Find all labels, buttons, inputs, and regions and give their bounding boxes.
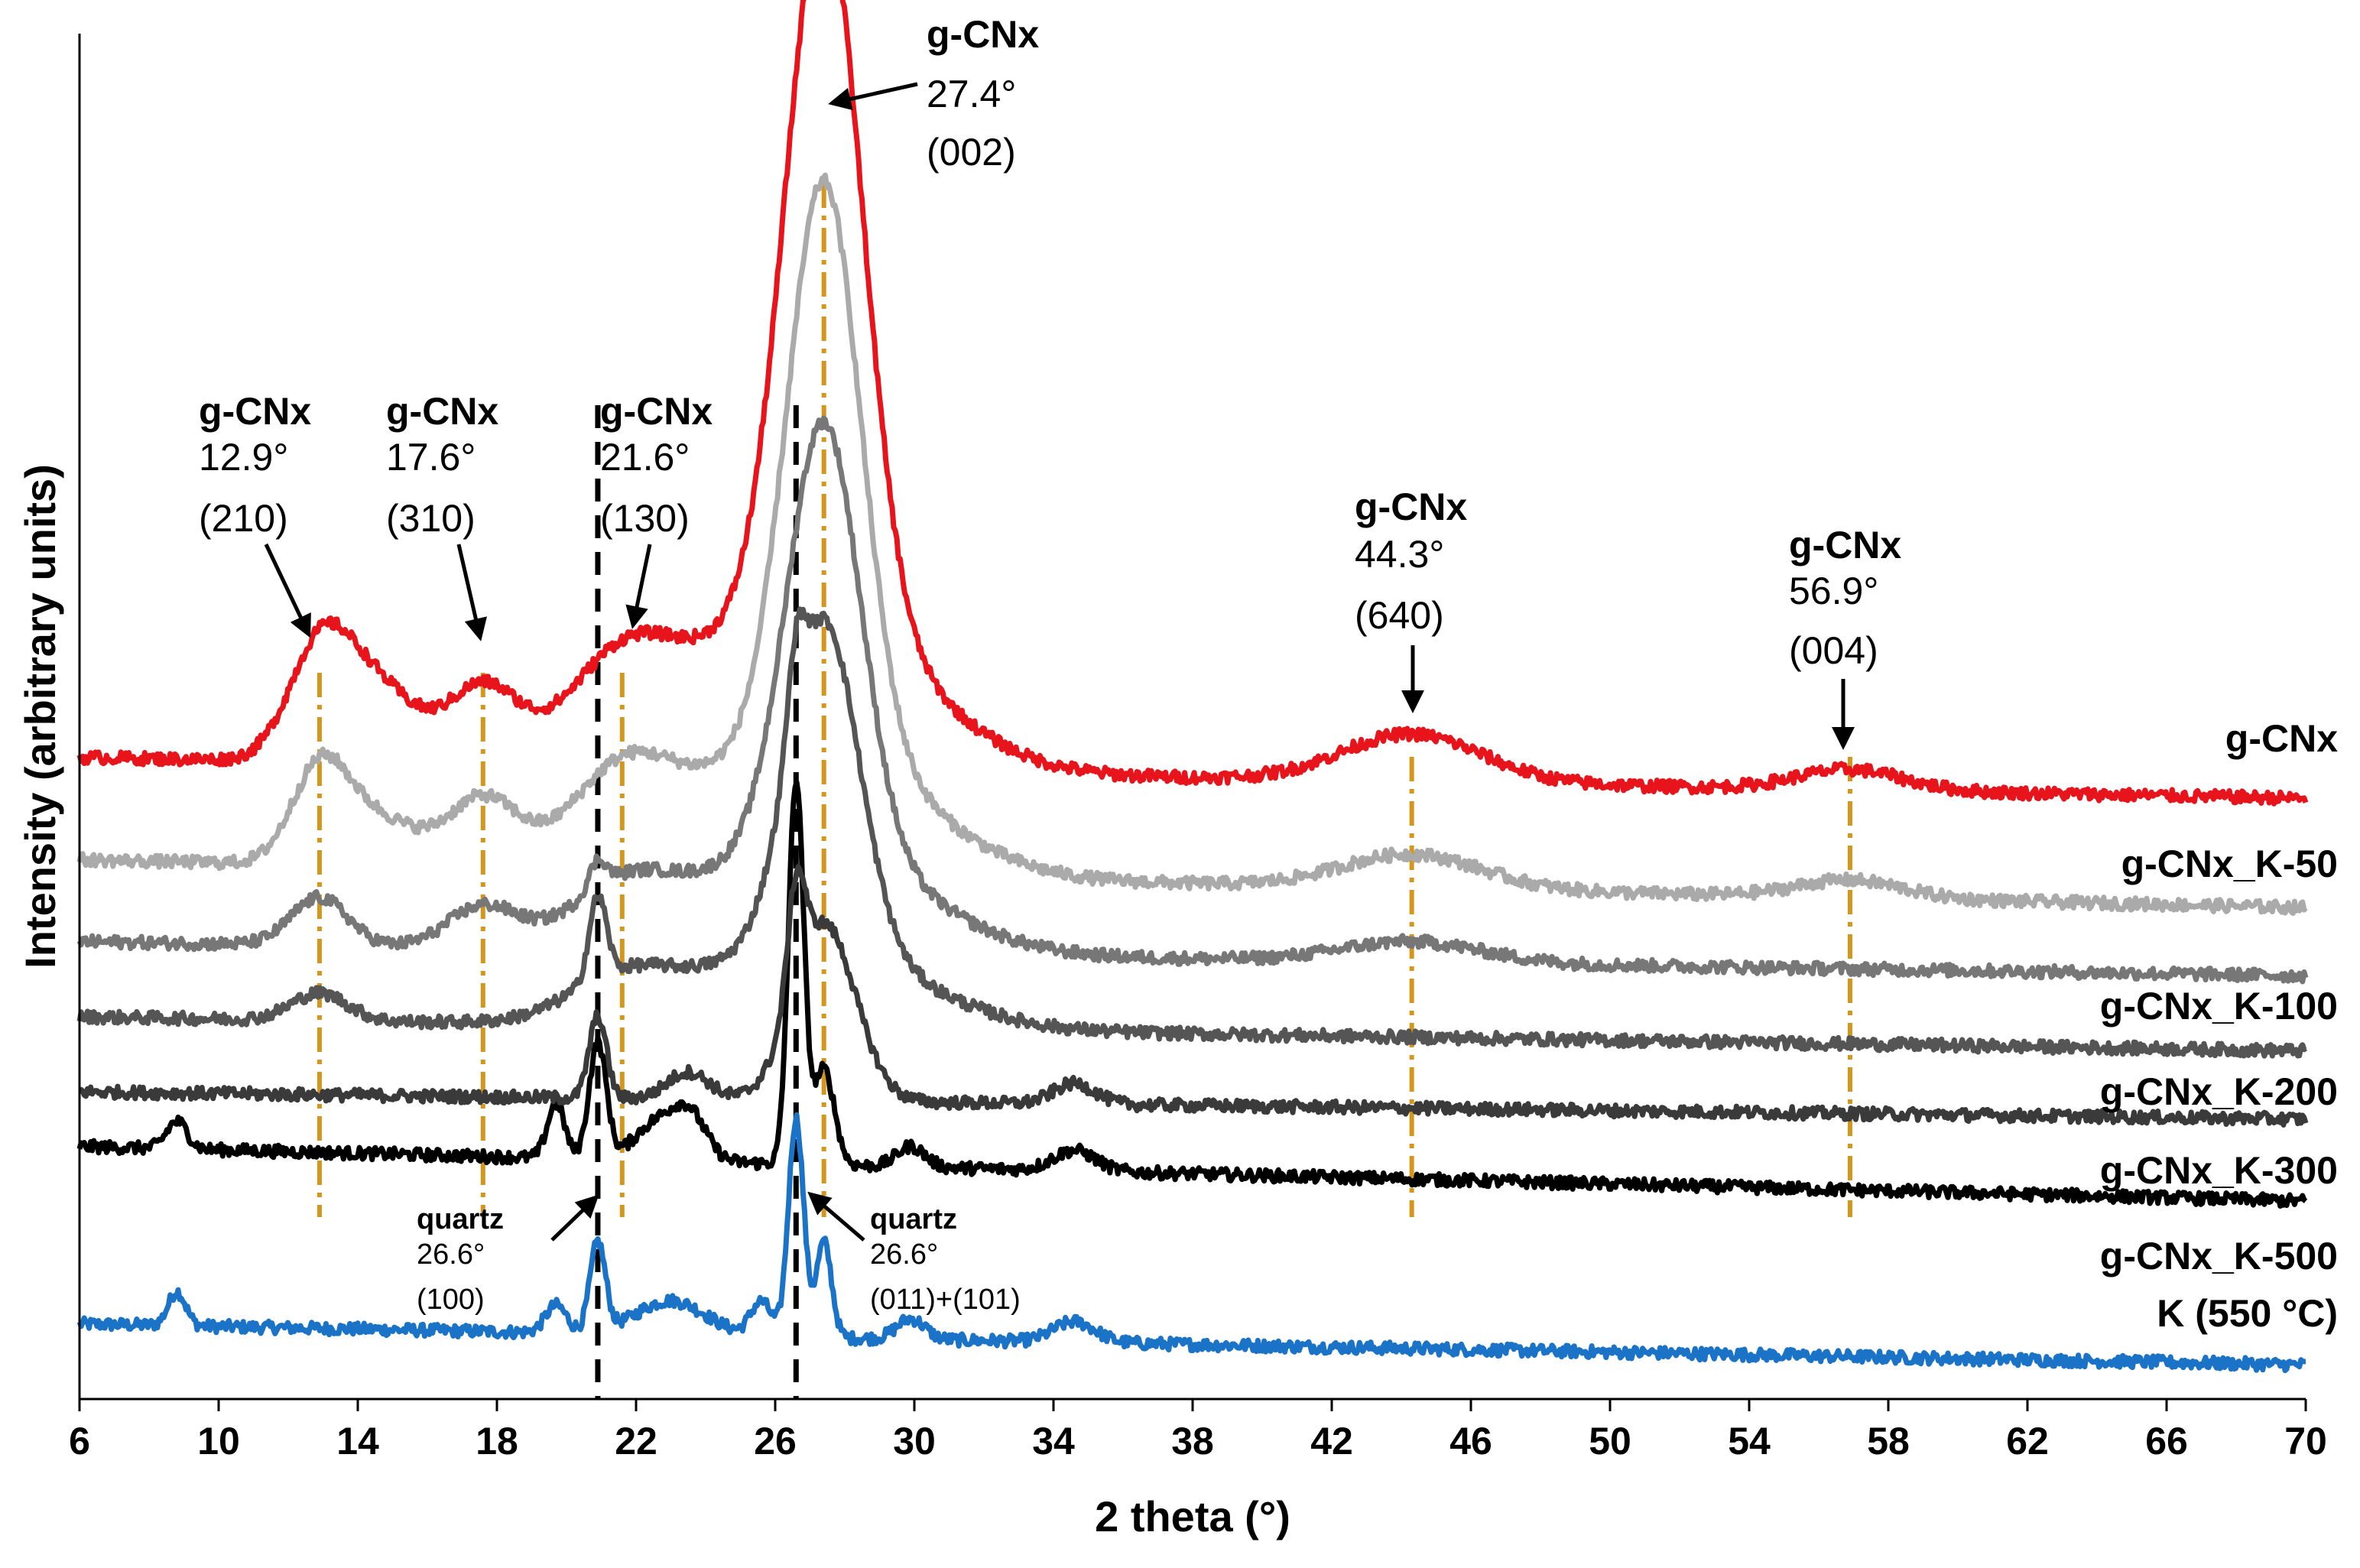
x-tick-label: 10 <box>197 1420 240 1462</box>
x-tick-label: 70 <box>2284 1420 2327 1462</box>
x-tick-label: 42 <box>1310 1420 1353 1462</box>
series-line <box>76 779 2308 1209</box>
series-line <box>76 606 2308 1059</box>
x-tick-label: 38 <box>1171 1420 1214 1462</box>
series-line <box>76 1112 2307 1374</box>
x-tick-label: 6 <box>69 1420 90 1462</box>
series-label: g-CNx <box>2225 717 2338 760</box>
annotation-arrow <box>264 543 311 638</box>
series-lines <box>76 0 2309 1374</box>
x-tick-label: 58 <box>1867 1420 1910 1462</box>
annotation-arrow <box>456 544 488 641</box>
annotation-17-6: g-CNx 17.6° (310) <box>386 390 498 641</box>
annotation-angle: 56.9° <box>1789 570 1878 612</box>
annotation-arrow <box>550 1194 599 1242</box>
series-labels: g-CNx g-CNx_K-50 g-CNx_K-100 g-CNx_K-200… <box>2100 717 2338 1335</box>
x-tick-label: 66 <box>2145 1420 2188 1462</box>
x-tick-label: 22 <box>615 1420 657 1462</box>
x-tick-label: 46 <box>1449 1420 1492 1462</box>
x-tick-label: 30 <box>893 1420 936 1462</box>
annotation-arrow <box>625 544 652 629</box>
x-axis-title: 2 theta (°) <box>1095 1492 1290 1540</box>
x-tick-label: 26 <box>754 1420 797 1462</box>
x-tick-label: 50 <box>1589 1420 1631 1462</box>
peak-annotations: g-CNx 12.9° (210) g-CNx 17.6° (310) g-CN… <box>199 13 1901 1316</box>
annotation-arrow <box>828 82 918 111</box>
annotation-44-3: g-CNx 44.3° (640) <box>1355 485 1467 713</box>
annotation-plane: (002) <box>927 131 1016 174</box>
x-tick-label: 18 <box>476 1420 518 1462</box>
series-label: g-CNx_K-100 <box>2100 985 2338 1027</box>
reference-lines <box>317 183 1852 1399</box>
annotation-quartz-011-101: quartz 26.6° (011)+(101) <box>807 1191 1021 1316</box>
series-line <box>76 415 2309 985</box>
y-axis-title: Intensity (arbitrary units) <box>16 464 64 969</box>
annotation-56-9: g-CNx 56.9° (004) <box>1789 524 1901 750</box>
annotation-angle: 26.6° <box>870 1238 938 1271</box>
series-label: g-CNx_K-300 <box>2100 1149 2338 1192</box>
annotation-plane: (210) <box>199 497 288 540</box>
series-line <box>76 172 2308 916</box>
annotation-21-6: g-CNx 21.6° (130) <box>600 390 713 629</box>
annotation-plane: (011)+(101) <box>870 1284 1021 1316</box>
annotation-arrow <box>807 1191 865 1242</box>
annotation-name: quartz <box>870 1203 957 1235</box>
annotation-name: g-CNx <box>386 390 498 433</box>
annotation-angle: 44.3° <box>1355 533 1444 576</box>
annotation-plane: (130) <box>600 497 690 540</box>
series-line <box>76 0 2309 807</box>
annotation-angle: 26.6° <box>417 1238 485 1271</box>
annotation-12-9: g-CNx 12.9° (210) <box>199 390 311 638</box>
annotation-plane: (004) <box>1789 629 1878 672</box>
annotation-name: g-CNx <box>1789 524 1901 566</box>
annotation-plane: (640) <box>1355 594 1444 637</box>
annotation-name: g-CNx <box>1355 485 1467 528</box>
series-label: K (550 °C) <box>2157 1292 2338 1335</box>
annotation-name: quartz <box>417 1203 504 1235</box>
annotation-angle: 21.6° <box>600 436 690 479</box>
x-tick-label: 62 <box>2006 1420 2049 1462</box>
x-ticks: 6 10 14 18 22 26 30 34 38 42 46 50 54 58 62 66 70 <box>69 1399 2327 1462</box>
annotation-name: g-CNx <box>927 13 1039 56</box>
annotation-name: g-CNx <box>600 390 713 433</box>
annotation-27-4: g-CNx 27.4° (002) <box>828 13 1039 174</box>
annotation-angle: 12.9° <box>199 436 288 479</box>
annotation-angle: 27.4° <box>927 73 1016 115</box>
annotation-plane: (100) <box>417 1284 485 1316</box>
x-tick-label: 34 <box>1032 1420 1075 1462</box>
annotation-quartz-100: quartz 26.6° (100) <box>417 1194 599 1316</box>
x-tick-label: 54 <box>1728 1420 1771 1462</box>
series-label: g-CNx_K-200 <box>2100 1070 2338 1113</box>
annotation-plane: (310) <box>386 497 476 540</box>
series-label: g-CNx_K-50 <box>2121 842 2338 885</box>
annotation-name: g-CNx <box>199 390 311 433</box>
series-label: g-CNx_K-500 <box>2100 1235 2338 1277</box>
annotation-angle: 17.6° <box>386 436 476 479</box>
series-line <box>78 864 2309 1128</box>
x-tick-label: 14 <box>336 1420 379 1462</box>
